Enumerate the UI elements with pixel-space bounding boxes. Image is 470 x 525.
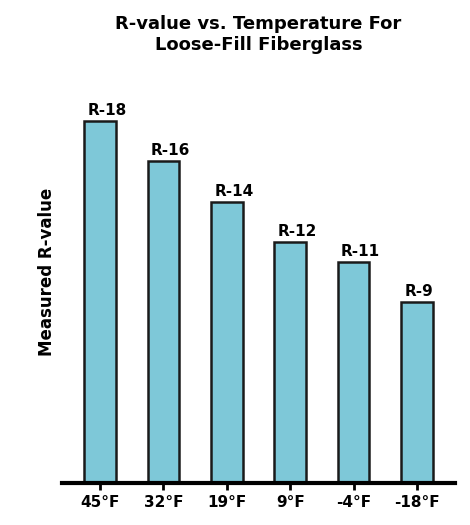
Title: R-value vs. Temperature For
Loose-Fill Fiberglass: R-value vs. Temperature For Loose-Fill F…	[116, 15, 402, 54]
Bar	[148, 162, 180, 483]
Text: R-9: R-9	[404, 284, 433, 299]
Text: R-16: R-16	[151, 143, 190, 159]
Text: R-11: R-11	[341, 244, 380, 259]
Bar	[401, 302, 433, 483]
Y-axis label: Measured R-value: Measured R-value	[39, 188, 56, 356]
Text: R-14: R-14	[214, 184, 253, 198]
Text: R-18: R-18	[87, 103, 126, 118]
Bar	[274, 242, 306, 483]
Text: R-12: R-12	[278, 224, 317, 239]
Bar	[84, 121, 116, 483]
Bar	[338, 262, 369, 483]
Bar	[211, 202, 243, 483]
